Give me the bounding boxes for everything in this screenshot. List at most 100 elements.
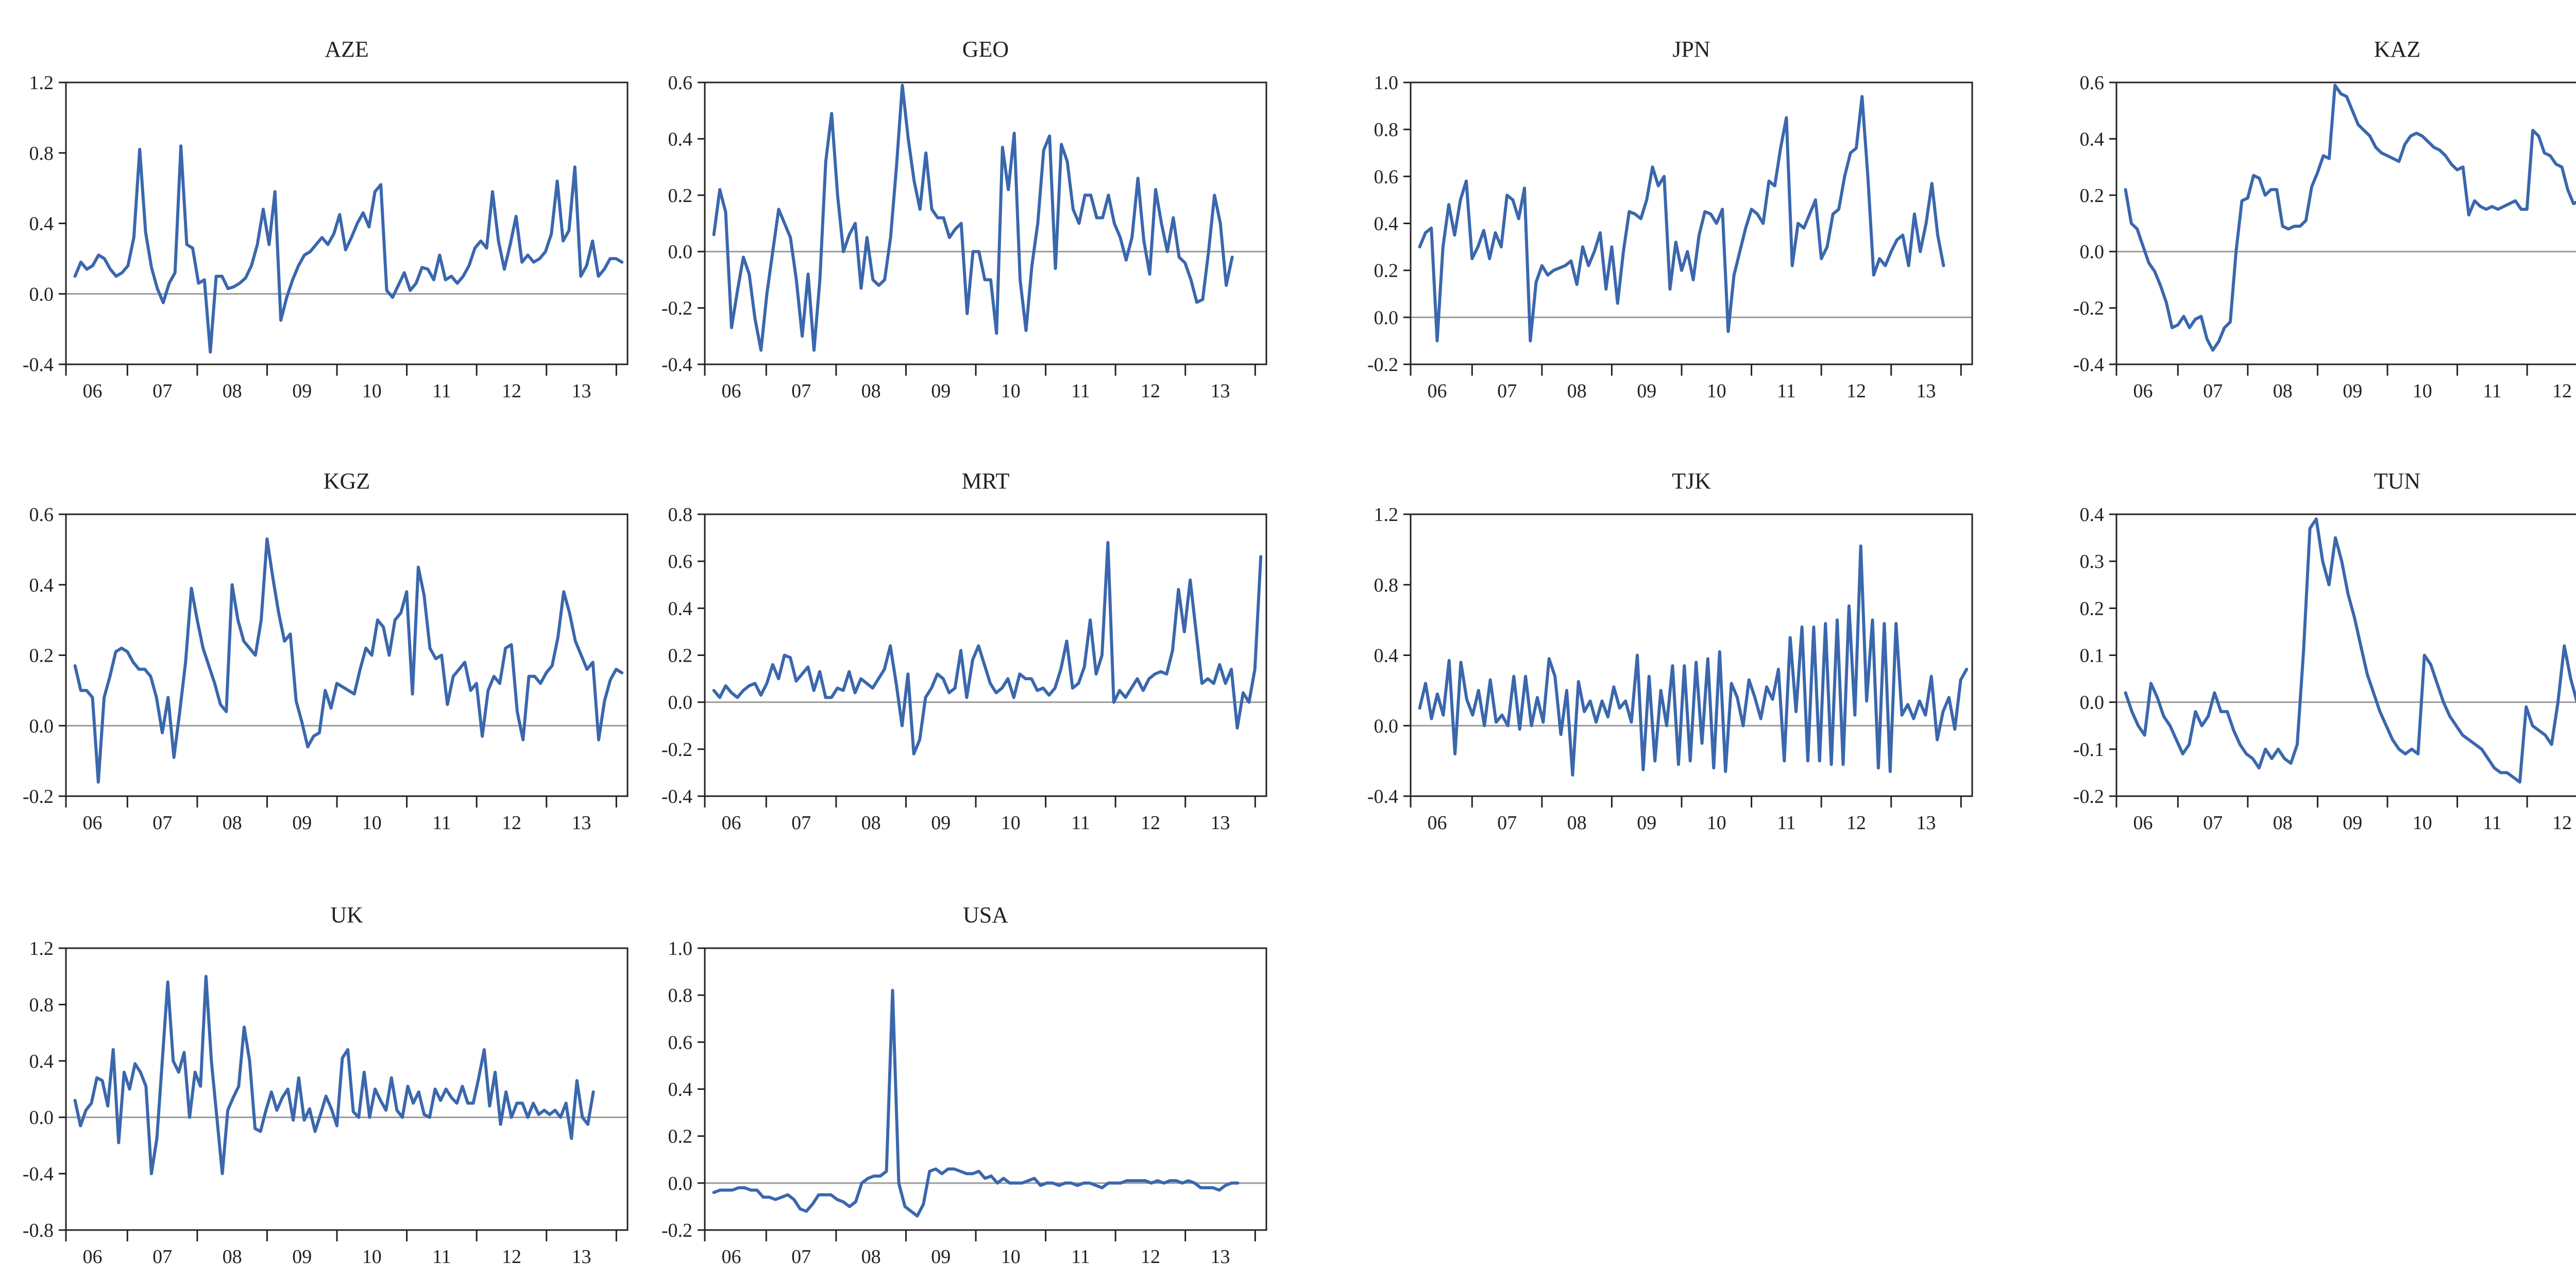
y-tick-label: -0.2 xyxy=(2073,298,2104,319)
x-tick-label: 09 xyxy=(292,380,312,402)
x-tick-label: 08 xyxy=(861,812,881,834)
y-tick-label: -0.1 xyxy=(2073,739,2104,761)
y-tick-label: 0.2 xyxy=(668,645,693,667)
x-tick-label: 09 xyxy=(2343,812,2362,834)
plot-frame xyxy=(65,513,629,797)
y-tick-label: 0.6 xyxy=(1374,166,1399,188)
y-tick-label: 0.0 xyxy=(668,692,693,714)
x-tick-label: 09 xyxy=(292,1246,312,1268)
panel-tun: TUN -0.2 -0.1 0.0 0.1 0.2 0.3 0.4 06 07 08 09 10 11 12… xyxy=(2073,468,2576,834)
x-tick-label: 09 xyxy=(292,812,312,834)
y-tick-label: -0.2 xyxy=(662,739,692,761)
series-line-uk xyxy=(73,974,595,1175)
y-tick-label: 0.8 xyxy=(29,994,54,1016)
y-tick-label: 0.4 xyxy=(2080,128,2105,150)
x-tick-label: 12 xyxy=(1141,1246,1160,1268)
plot-frame xyxy=(704,513,1267,797)
panel-usa: USA -0.2 0.0 0.2 0.4 0.6 0.8 1.0 06 07 08 09 10 11 12 1… xyxy=(662,902,1267,1268)
panel-title: USA xyxy=(963,902,1008,928)
x-tick-label: 08 xyxy=(1567,380,1587,402)
y-tick-label: 0.8 xyxy=(668,985,693,1006)
y-tick-label: 0.6 xyxy=(668,72,693,94)
x-tick-label: 07 xyxy=(2203,380,2223,402)
y-tick-label: -0.2 xyxy=(662,298,692,319)
x-tick-label: 11 xyxy=(2483,380,2502,402)
y-tick-label: -0.4 xyxy=(662,354,692,376)
x-tick-label: 07 xyxy=(791,380,811,402)
x-tick-label: 11 xyxy=(432,1246,451,1268)
y-tick-label: 0.4 xyxy=(1374,645,1399,667)
x-tick-label: 12 xyxy=(502,812,521,834)
x-tick-label: 06 xyxy=(1428,380,1447,402)
x-tick-label: 06 xyxy=(2133,812,2153,834)
x-tick-label: 08 xyxy=(861,380,881,402)
y-tick-label: 1.2 xyxy=(29,72,54,94)
panel-uk: UK -0.8 -0.4 0.0 0.4 0.8 1.2 06 07 08 09 10 11 12 13 xyxy=(23,902,629,1268)
x-tick-label: 08 xyxy=(223,812,242,834)
y-tick-label: 0.6 xyxy=(668,551,693,573)
x-tick-label: 06 xyxy=(2133,380,2153,402)
x-tick-label: 11 xyxy=(432,812,451,834)
plot-frame xyxy=(2115,81,2576,365)
x-tick-label: 06 xyxy=(722,812,741,834)
x-tick-label: 10 xyxy=(1707,812,1726,834)
y-tick-label: 0.6 xyxy=(29,504,54,526)
y-tick-label: 0.4 xyxy=(29,213,54,235)
plot-frame xyxy=(65,81,629,365)
x-tick-label: 12 xyxy=(502,380,521,402)
y-tick-label: 1.0 xyxy=(668,938,693,960)
series-line-aze xyxy=(73,144,624,354)
x-tick-label: 12 xyxy=(502,1246,521,1268)
x-tick-label: 08 xyxy=(861,1246,881,1268)
y-tick-label: 0.4 xyxy=(668,598,693,619)
series-line-tjk xyxy=(1418,544,1969,777)
y-tick-label: -0.2 xyxy=(23,786,54,807)
x-tick-label: 06 xyxy=(1428,812,1447,834)
x-tick-label: 10 xyxy=(362,380,382,402)
y-tick-label: -0.4 xyxy=(23,354,54,376)
series-line-usa xyxy=(712,989,1240,1218)
x-tick-label: 06 xyxy=(83,380,103,402)
x-tick-label: 07 xyxy=(152,812,172,834)
y-tick-label: 0.8 xyxy=(29,143,54,164)
x-tick-label: 13 xyxy=(572,380,591,402)
y-tick-label: 0.2 xyxy=(668,1126,693,1148)
y-tick-label: 0.2 xyxy=(1374,260,1399,282)
x-tick-label: 10 xyxy=(1001,380,1021,402)
series-line-mrt xyxy=(712,541,1263,755)
x-tick-label: 08 xyxy=(1567,812,1587,834)
x-tick-label: 09 xyxy=(931,380,951,402)
plot-frame xyxy=(704,81,1267,365)
y-tick-label: 0.8 xyxy=(1374,119,1399,141)
x-tick-label: 13 xyxy=(1211,812,1230,834)
x-tick-label: 06 xyxy=(83,812,103,834)
x-tick-label: 08 xyxy=(2273,380,2293,402)
x-tick-label: 12 xyxy=(1846,380,1866,402)
x-tick-label: 06 xyxy=(722,1246,741,1268)
x-tick-label: 10 xyxy=(1707,380,1726,402)
series-line-kgz xyxy=(73,537,624,784)
x-tick-label: 13 xyxy=(572,1246,591,1268)
x-tick-label: 09 xyxy=(2343,380,2362,402)
x-tick-label: 09 xyxy=(931,812,951,834)
x-tick-label: 07 xyxy=(1497,380,1517,402)
x-tick-label: 07 xyxy=(2203,812,2223,834)
panel-title: JPN xyxy=(1672,37,1710,62)
y-tick-label: 0.6 xyxy=(2080,72,2105,94)
x-tick-label: 13 xyxy=(1917,380,1936,402)
x-tick-label: 07 xyxy=(1497,812,1517,834)
y-tick-label: 0.6 xyxy=(668,1032,693,1053)
y-tick-label: 0.4 xyxy=(668,128,693,150)
x-tick-label: 11 xyxy=(1071,812,1090,834)
x-tick-label: 12 xyxy=(1141,812,1160,834)
y-tick-label: 0.4 xyxy=(668,1079,693,1101)
y-tick-label: 0.4 xyxy=(29,575,54,596)
panel-title: UK xyxy=(330,902,363,928)
y-tick-label: 0.8 xyxy=(1374,575,1399,596)
y-tick-label: 0.4 xyxy=(1374,213,1399,235)
y-tick-label: 0.2 xyxy=(668,185,693,207)
y-tick-label: -0.4 xyxy=(1367,786,1398,807)
series-line-jpn xyxy=(1418,95,1945,343)
y-tick-label: 0.0 xyxy=(29,715,54,737)
y-tick-label: 0.8 xyxy=(668,504,693,526)
